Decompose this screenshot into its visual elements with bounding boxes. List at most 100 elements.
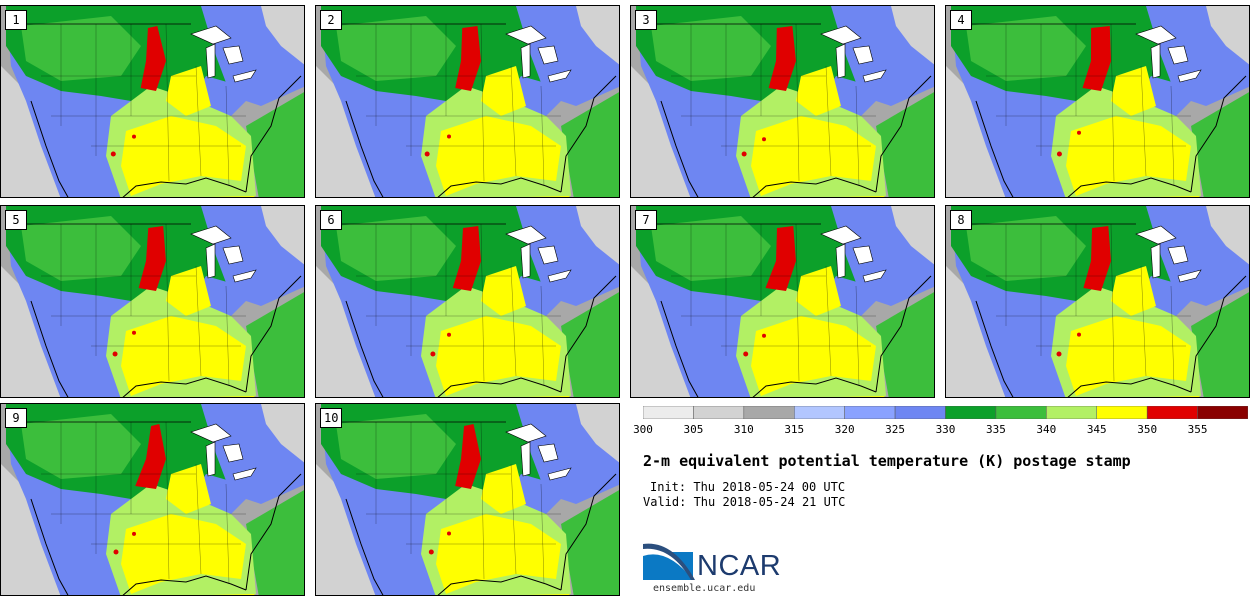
postage-stamp-panel: 2 — [315, 5, 620, 198]
great-lake — [222, 245, 244, 265]
state-boundary — [195, 265, 202, 377]
state-boundary — [225, 285, 230, 387]
state-boundary — [1140, 265, 1147, 377]
great-lake — [232, 269, 257, 283]
midwest-yellow-patch — [1111, 266, 1156, 316]
hot-humid-region — [751, 316, 876, 396]
plains-green-patch — [336, 216, 456, 281]
state-boundary — [540, 285, 545, 387]
state-boundary — [540, 483, 545, 585]
colorbar-tick-label: 345 — [1086, 423, 1107, 436]
pacific-ocean-region — [631, 66, 691, 197]
state-boundary — [225, 483, 230, 585]
great-lake — [537, 443, 559, 463]
state-boundary — [195, 463, 202, 575]
midwest-yellow-patch — [166, 266, 211, 316]
state-boundary — [165, 23, 170, 182]
hot-humid-region — [436, 316, 561, 396]
panel-label: 2 — [320, 10, 342, 30]
great-lake — [222, 45, 244, 65]
panel-label: 9 — [5, 408, 27, 428]
midwest-yellow-patch — [481, 464, 526, 514]
great-lake — [820, 225, 862, 245]
colorbar-tick-label: 350 — [1137, 423, 1158, 436]
great-lake — [190, 25, 232, 45]
red-hotspot — [132, 134, 136, 139]
great-lake — [1167, 245, 1189, 265]
red-hotspot — [768, 26, 796, 91]
atlantic-region — [876, 292, 934, 397]
colorbar-tick-label: 315 — [784, 423, 805, 436]
pacific-ocean-region — [316, 266, 376, 397]
atlantic-region — [561, 292, 619, 397]
postage-stamp-panel: 3 — [630, 5, 935, 198]
great-lake — [547, 69, 572, 83]
pacific-ocean-region — [631, 266, 691, 397]
colorbar — [643, 406, 1248, 419]
midwest-yellow-patch — [166, 66, 211, 116]
great-lake — [852, 45, 874, 65]
atlantic-region — [561, 490, 619, 595]
great-lake — [862, 69, 887, 83]
map-graphic — [946, 206, 1249, 397]
pacific-ocean-region — [1, 66, 61, 197]
great-lake — [1150, 243, 1161, 279]
postage-stamp-panel: 4 — [945, 5, 1250, 198]
colorbar-bin — [995, 406, 1047, 419]
red-hotspot — [765, 226, 796, 291]
panel-label: 7 — [635, 210, 657, 230]
postage-stamp-panel: 5 — [0, 205, 305, 398]
canada-cold-region — [261, 206, 304, 265]
panel-label: 4 — [950, 10, 972, 30]
plains-green-patch — [21, 216, 141, 281]
east-coastline — [245, 473, 302, 591]
great-lake — [190, 423, 232, 443]
great-lake — [835, 43, 846, 79]
east-coastline — [560, 75, 617, 193]
great-lake — [862, 269, 887, 283]
colorbar-tick-label: 340 — [1036, 423, 1057, 436]
great-lake — [205, 43, 216, 79]
colorbar-tick-label: 320 — [834, 423, 855, 436]
panel-label: 5 — [5, 210, 27, 230]
great-lake — [1135, 225, 1177, 245]
west-coastline — [975, 300, 1014, 397]
great-lake — [835, 243, 846, 279]
red-hotspot — [447, 531, 451, 536]
red-hotspot — [762, 137, 766, 142]
gulf-coastline — [752, 377, 877, 397]
state-boundary — [195, 65, 202, 177]
red-hotspot — [741, 151, 747, 157]
init-time: Init: Thu 2018-05-24 00 UTC — [650, 480, 846, 494]
great-lake — [1177, 269, 1202, 283]
plains-green-patch — [651, 216, 771, 281]
panel-label: 10 — [320, 408, 343, 428]
atlantic-region — [246, 92, 304, 197]
east-coastline — [245, 275, 302, 393]
plains-green-patch — [21, 16, 141, 81]
state-boundary — [1110, 223, 1115, 382]
great-lake — [205, 441, 216, 477]
west-coastline — [345, 300, 384, 397]
map-graphic — [1, 6, 304, 197]
red-hotspot — [1082, 26, 1111, 91]
great-lake — [520, 441, 531, 477]
red-hotspot — [112, 351, 118, 357]
plains-green-patch — [21, 414, 141, 479]
great-lake — [505, 423, 547, 443]
canada-cold-region — [576, 404, 619, 463]
state-boundary — [165, 223, 170, 382]
great-lake — [547, 467, 572, 481]
gulf-coastline — [1067, 377, 1192, 397]
postage-stamp-panel: 10 — [315, 403, 620, 596]
state-boundary — [795, 223, 800, 382]
colorbar-tick-label: 330 — [935, 423, 956, 436]
great-lake — [222, 443, 244, 463]
plains-green-patch — [966, 216, 1086, 281]
state-boundary — [855, 85, 860, 187]
midwest-yellow-patch — [481, 266, 526, 316]
hot-humid-region — [751, 116, 876, 196]
atlantic-region — [1191, 92, 1249, 197]
gulf-coastline — [437, 377, 562, 397]
map-graphic — [631, 6, 934, 197]
